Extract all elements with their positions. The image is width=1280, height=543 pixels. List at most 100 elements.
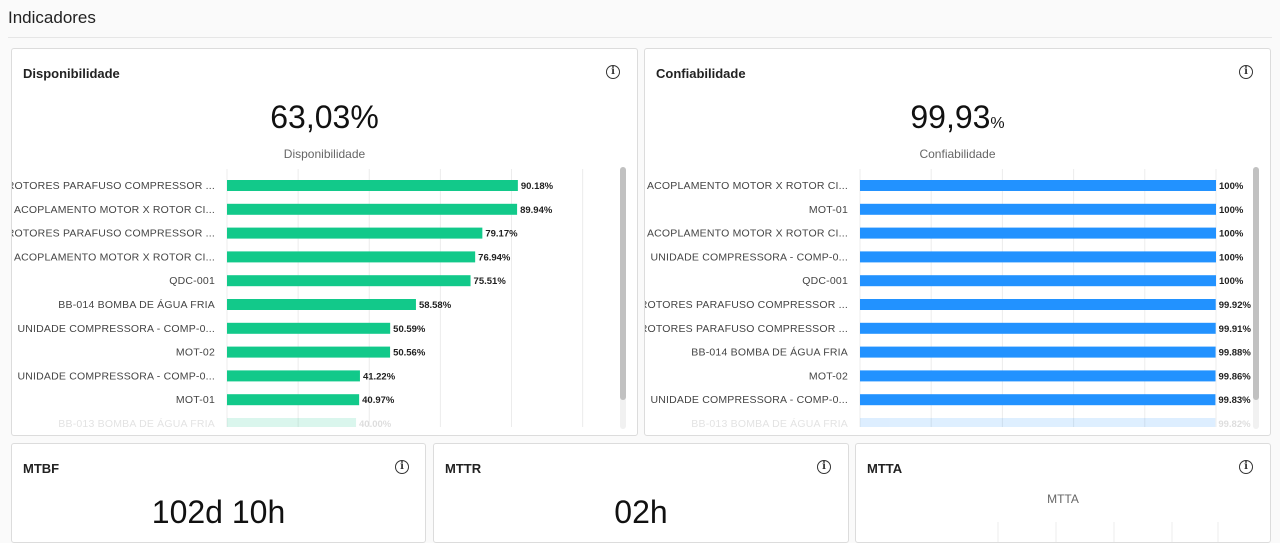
reliability-category-label: ACOPLAMENTO MOTOR X ROTOR CI... (647, 228, 848, 240)
page-title: Indicadores (8, 8, 96, 27)
info-icon[interactable]: i (606, 65, 620, 79)
reliability-value-label: 99.91% (1219, 324, 1252, 335)
availability-chart-scrollbar[interactable] (620, 167, 626, 429)
reliability-bar[interactable] (860, 203, 1216, 215)
availability-category-label: QDC-001 (169, 275, 215, 287)
reliability-category-label: UNIDADE COMPRESSORA - COMP-0... (650, 251, 848, 263)
page-header: Indicadores (0, 0, 1280, 38)
availability-value-label: 90.18% (521, 181, 554, 192)
reliability-bar[interactable] (860, 251, 1216, 263)
reliability-category-label: BB-013 BOMBA DE ÁGUA FRIA (691, 417, 848, 427)
reliability-category-label: BB-014 BOMBA DE ÁGUA FRIA (691, 346, 848, 359)
availability-bar[interactable] (227, 180, 518, 191)
availability-bar[interactable] (227, 203, 518, 215)
reliability-bar[interactable] (860, 418, 1216, 427)
availability-row[interactable]: QDC-001 75.51% (169, 275, 506, 287)
availability-category-label: ACOPLAMENTO MOTOR X ROTOR CI... (14, 204, 215, 216)
reliability-row[interactable]: MOT-01 100% (809, 203, 1244, 216)
info-icon[interactable]: i (1239, 65, 1253, 79)
availability-bar[interactable] (227, 418, 357, 427)
availability-value-label: 50.56% (393, 348, 426, 359)
reliability-row[interactable]: QDC-001 100% (802, 275, 1244, 287)
availability-value: 63,03% (270, 99, 379, 135)
mttr-title: MTTR (445, 461, 482, 476)
availability-row[interactable]: ACOPLAMENTO MOTOR X ROTOR CI... 89.94% (14, 203, 553, 216)
mttr-card: MTTR i 02h (433, 443, 849, 543)
reliability-chart-scrollbar[interactable] (1253, 167, 1259, 429)
availability-value-label: 75.51% (474, 276, 507, 287)
availability-category-label: UNIDADE COMPRESSORA - COMP-0... (17, 323, 215, 335)
reliability-value-label: 100% (1219, 229, 1244, 240)
availability-category-label: ROTORES PARAFUSO COMPRESSOR ... (12, 180, 215, 192)
reliability-bar[interactable] (860, 346, 1216, 358)
availability-bar[interactable] (227, 299, 416, 310)
availability-row[interactable]: ROTORES PARAFUSO COMPRESSOR ... 90.18% (12, 180, 554, 192)
reliability-bar-chart: ACOPLAMENTO MOTOR X ROTOR CI... 100% MOT-0… (645, 169, 1253, 427)
mtta-chart-gridlines (997, 522, 1219, 542)
reliability-row[interactable]: ACOPLAMENTO MOTOR X ROTOR CI... 100% (647, 227, 1244, 240)
availability-bar[interactable] (227, 251, 476, 263)
mttr-value: 02h (614, 494, 668, 530)
mtta-title: MTTA (867, 461, 903, 476)
info-icon[interactable]: i (1239, 460, 1253, 474)
mtbf-value: 102d 10h (151, 494, 286, 530)
availability-row[interactable]: UNIDADE COMPRESSORA - COMP-0... 41.22% (17, 370, 396, 382)
reliability-row[interactable]: BB-013 BOMBA DE ÁGUA FRIA 99.82% (691, 417, 1251, 427)
reliability-category-label: QDC-001 (802, 275, 848, 287)
availability-category-label: BB-013 BOMBA DE ÁGUA FRIA (58, 417, 215, 427)
reliability-value-label: 100% (1219, 252, 1244, 263)
reliability-bar[interactable] (860, 370, 1216, 382)
availability-value-label: 40.00% (359, 419, 392, 427)
reliability-bar[interactable] (860, 322, 1216, 334)
availability-value-label: 50.59% (393, 324, 426, 335)
reliability-row[interactable]: UNIDADE COMPRESSORA - COMP-0... 99.83% (650, 394, 1251, 406)
availability-row[interactable]: ACOPLAMENTO MOTOR X ROTOR CI... 76.94% (14, 251, 511, 263)
availability-chart-svg: ROTORES PARAFUSO COMPRESSOR ... 90.18% ACO… (12, 169, 584, 427)
availability-bar[interactable] (227, 275, 471, 287)
info-icon[interactable]: i (395, 460, 409, 474)
reliability-category-label: UNIDADE COMPRESSORA - COMP-0... (650, 394, 848, 406)
reliability-value-unit: % (990, 115, 1005, 132)
availability-row[interactable]: BB-014 BOMBA DE ÁGUA FRIA 58.58% (58, 298, 451, 311)
availability-bar[interactable] (227, 370, 360, 382)
availability-row[interactable]: BB-013 BOMBA DE ÁGUA FRIA 40.00% (58, 417, 392, 427)
reliability-bar[interactable] (860, 227, 1216, 239)
reliability-row[interactable]: ROTORES PARAFUSO COMPRESSOR ... 99.91% (645, 322, 1252, 335)
reliability-row[interactable]: BB-014 BOMBA DE ÁGUA FRIA 99.88% (691, 346, 1251, 359)
reliability-bar[interactable] (860, 275, 1216, 287)
availability-row[interactable]: MOT-01 40.97% (176, 394, 395, 406)
availability-row[interactable]: ROTORES PARAFUSO COMPRESSOR ... 79.17% (12, 227, 518, 240)
reliability-value-label: 100% (1219, 276, 1244, 287)
info-icon[interactable]: i (817, 460, 831, 474)
availability-value-label: 76.94% (478, 252, 511, 263)
header-divider (8, 37, 1272, 38)
mtta-chart-title: MTTA (1047, 492, 1079, 506)
availability-bar[interactable] (227, 322, 391, 334)
reliability-row[interactable]: ROTORES PARAFUSO COMPRESSOR ... 99.92% (645, 299, 1251, 311)
reliability-row[interactable]: ACOPLAMENTO MOTOR X ROTOR CI... 100% (647, 180, 1244, 192)
availability-bar[interactable] (227, 394, 360, 406)
reliability-value-label: 99.82% (1218, 419, 1251, 427)
reliability-category-label: MOT-02 (809, 370, 848, 382)
reliability-bar[interactable] (860, 299, 1216, 310)
scrollbar-thumb[interactable] (1253, 167, 1259, 400)
availability-bar[interactable] (227, 227, 483, 239)
availability-value-label: Disponibilidade (283, 147, 366, 161)
reliability-bar[interactable] (860, 180, 1216, 191)
reliability-value-label: 99.83% (1218, 395, 1251, 406)
availability-bar[interactable] (227, 346, 391, 358)
scrollbar-thumb[interactable] (620, 167, 626, 400)
reliability-value-number: 99,93 (910, 99, 991, 135)
reliability-category-label: ROTORES PARAFUSO COMPRESSOR ... (645, 323, 848, 335)
reliability-value-label: 99.88% (1219, 348, 1252, 359)
reliability-category-label: MOT-01 (809, 204, 848, 216)
availability-row[interactable]: UNIDADE COMPRESSORA - COMP-0... 50.59% (17, 322, 426, 335)
reliability-bar[interactable] (860, 394, 1216, 406)
availability-value-label: 41.22% (363, 371, 396, 382)
availability-category-label: ROTORES PARAFUSO COMPRESSOR ... (12, 228, 215, 240)
availability-row[interactable]: MOT-02 50.56% (176, 346, 426, 359)
reliability-row[interactable]: MOT-02 99.86% (809, 370, 1251, 382)
mtbf-card: MTBF i 102d 10h (11, 443, 426, 543)
reliability-value: 99,93% (645, 99, 1270, 136)
reliability-row[interactable]: UNIDADE COMPRESSORA - COMP-0... 100% (650, 251, 1244, 263)
